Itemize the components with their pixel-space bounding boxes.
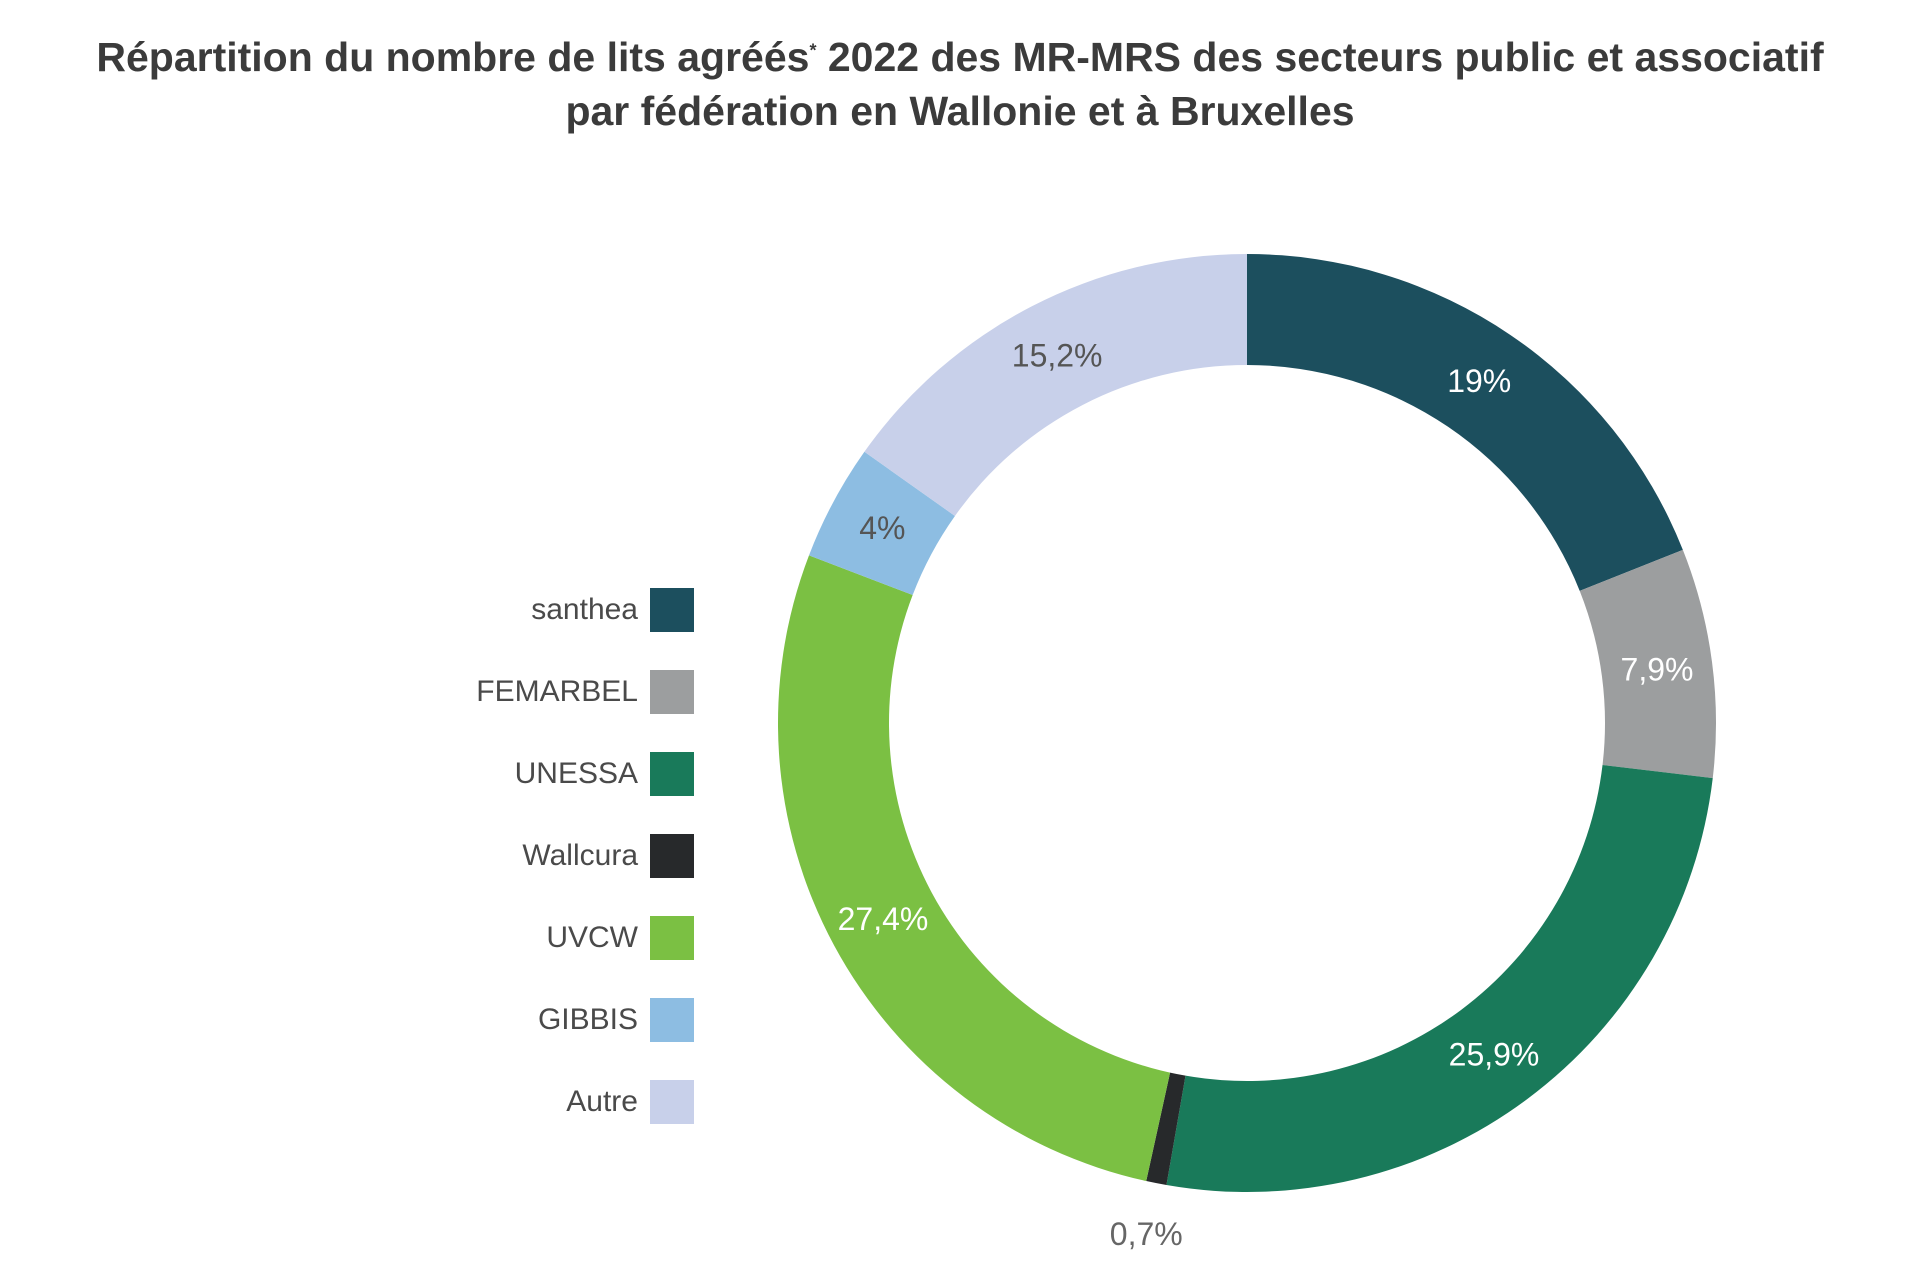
legend-item-unessa: UNESSA — [400, 752, 700, 834]
donut-slice-santhea — [1247, 254, 1683, 591]
title-footnote-marker: * — [809, 40, 817, 61]
donut-slice-autre — [864, 254, 1247, 516]
donut-slice-wallcura — [1146, 1072, 1186, 1186]
chart-title-line-1: Répartition du nombre de lits agréés* 20… — [0, 30, 1920, 84]
chart-title: Répartition du nombre de lits agréés* 20… — [0, 30, 1920, 138]
legend-label: GIBBIS — [537, 1003, 638, 1036]
legend-swatch — [650, 998, 694, 1042]
title-text-rest: 2022 des MR-MRS des secteurs public et a… — [816, 34, 1824, 80]
legend-swatch — [650, 670, 694, 714]
data-label-autre: 15,2% — [1012, 338, 1103, 374]
donut-slice-femarbel — [1579, 549, 1717, 779]
legend-item-uvcw: UVCW — [400, 916, 700, 998]
donut-slice-uvcw — [778, 555, 1171, 1182]
title-text-main: Répartition du nombre de lits agréés — [96, 34, 810, 80]
legend-swatch — [650, 1080, 694, 1124]
chart-title-line-2: par fédération en Wallonie et à Bruxelle… — [565, 88, 1355, 134]
legend-item-femarbel: FEMARBEL — [400, 670, 700, 752]
chart-legend: santhea FEMARBEL UNESSA Wallcura UVCW GIBBIS A… — [400, 588, 700, 1162]
legend-swatch — [650, 752, 694, 796]
data-label-femarbel: 7,9% — [1621, 651, 1694, 687]
legend-item-santhea: santhea — [400, 588, 700, 670]
legend-label: Wallcura — [522, 839, 638, 872]
legend-item-wallcura: Wallcura — [400, 834, 700, 916]
legend-swatch — [650, 916, 694, 960]
legend-label: Autre — [566, 1085, 638, 1118]
data-label-wallcura: 0,7% — [1110, 1216, 1183, 1252]
legend-item-autre: Autre — [400, 1080, 700, 1162]
legend-label: santhea — [531, 593, 638, 626]
data-label-gibbis: 4% — [859, 510, 905, 546]
legend-label: FEMARBEL — [476, 675, 638, 708]
legend-label: UNESSA — [514, 757, 638, 790]
donut-slice-gibbis — [809, 451, 955, 596]
legend-item-gibbis: GIBBIS — [400, 998, 700, 1080]
legend-swatch — [650, 834, 694, 878]
data-label-unessa: 25,9% — [1449, 1037, 1540, 1073]
data-label-santhea: 19% — [1447, 363, 1511, 399]
donut-slice-unessa — [1166, 765, 1713, 1192]
legend-swatch — [650, 588, 694, 632]
data-label-uvcw: 27,4% — [838, 901, 929, 937]
legend-label: UVCW — [546, 921, 638, 954]
